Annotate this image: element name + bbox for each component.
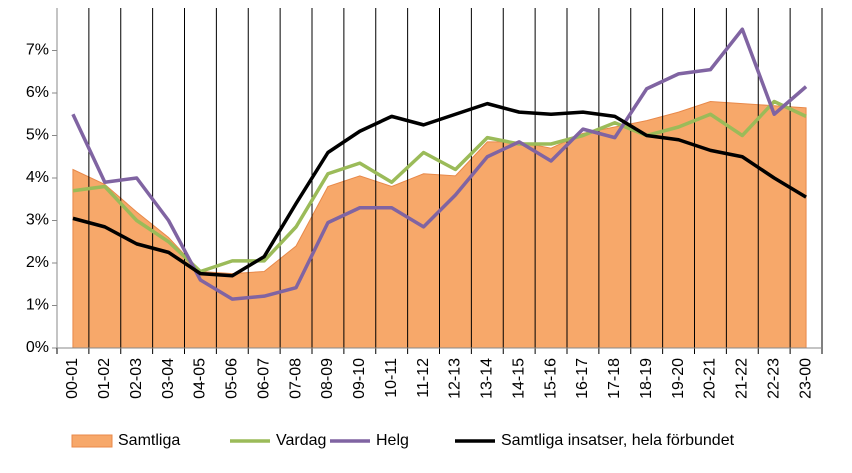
x-tick-label: 07-08 xyxy=(287,358,304,399)
x-tick-label: 15-16 xyxy=(542,358,559,399)
y-tick-label: 1% xyxy=(26,297,49,314)
y-tick-label: 4% xyxy=(26,169,49,186)
x-tick-label: 20-21 xyxy=(702,358,719,399)
legend-label: Samtliga insatser, hela förbundet xyxy=(501,432,735,449)
y-tick-label: 3% xyxy=(26,212,49,229)
x-tick-label: 18-19 xyxy=(638,358,655,399)
legend-label: Samtliga xyxy=(118,432,180,449)
x-tick-label: 01-02 xyxy=(96,358,113,399)
y-tick-label: 7% xyxy=(26,42,49,59)
x-tick-label: 11-12 xyxy=(415,358,432,398)
x-tick-label: 17-18 xyxy=(606,358,623,399)
x-tick-label: 21-22 xyxy=(734,358,751,399)
x-tick-label: 22-23 xyxy=(765,358,782,399)
x-tick-label: 19-20 xyxy=(670,358,687,399)
y-tick-label: 5% xyxy=(26,127,49,144)
line xyxy=(72,101,807,278)
x-tick-label: 05-06 xyxy=(224,358,241,399)
x-tick-label: 04-05 xyxy=(192,358,209,399)
legend-label: Helg xyxy=(376,432,409,449)
x-tick-label: 13-14 xyxy=(479,358,496,399)
x-tick-label: 06-07 xyxy=(255,358,272,399)
x-tick-label: 03-04 xyxy=(160,358,177,399)
x-tick-label: 23-00 xyxy=(797,358,814,399)
x-tick-label: 08-09 xyxy=(319,358,336,399)
x-tick-label: 16-17 xyxy=(574,358,591,399)
x-tick-label: 02-03 xyxy=(128,358,145,399)
y-tick-label: 6% xyxy=(26,84,49,101)
x-tick-label: 14-15 xyxy=(510,358,527,399)
x-tick-label: 10-11 xyxy=(383,358,400,398)
x-tick-label: 00-01 xyxy=(64,358,81,399)
x-tick-label: 09-10 xyxy=(351,358,368,399)
y-tick-label: 2% xyxy=(26,254,49,271)
legend-swatch xyxy=(71,434,113,448)
legend-label: Vardag xyxy=(276,432,326,449)
y-tick-label: 0% xyxy=(26,339,49,356)
x-tick-label: 12-13 xyxy=(447,358,464,399)
